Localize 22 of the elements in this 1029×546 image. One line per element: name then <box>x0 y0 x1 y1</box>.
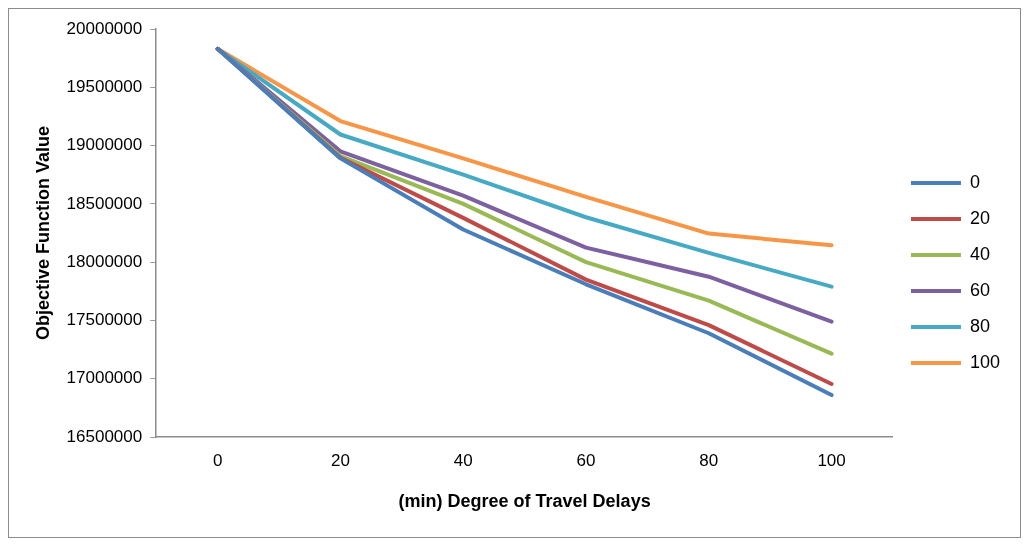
y-tick-label: 16500000 <box>66 426 143 446</box>
legend-label: 100 <box>969 351 1001 372</box>
legend-label: 20 <box>969 207 990 228</box>
y-tick-label: 17000000 <box>66 368 143 388</box>
legend-label: 0 <box>969 171 980 192</box>
y-axis-title: Objective Function Value <box>32 125 53 341</box>
y-tick-label: 18000000 <box>66 251 143 271</box>
y-tick-label: 18500000 <box>66 193 143 213</box>
x-tick-label: 0 <box>212 450 223 470</box>
legend-label: 40 <box>969 243 990 264</box>
y-tick-label: 19500000 <box>66 76 143 96</box>
x-tick-label: 40 <box>453 450 473 470</box>
x-tick-label: 60 <box>576 450 596 470</box>
x-tick-label: 20 <box>330 450 350 470</box>
x-tick-label: 80 <box>699 450 719 470</box>
x-tick-label: 100 <box>817 450 846 470</box>
y-tick-label: 20000000 <box>66 18 143 38</box>
x-axis-title: (min) Degree of Travel Delays <box>398 491 651 512</box>
y-tick-label: 17500000 <box>66 310 143 330</box>
y-tick-label: 19000000 <box>66 135 143 155</box>
legend-label: 80 <box>969 315 990 336</box>
legend-label: 60 <box>969 279 990 300</box>
